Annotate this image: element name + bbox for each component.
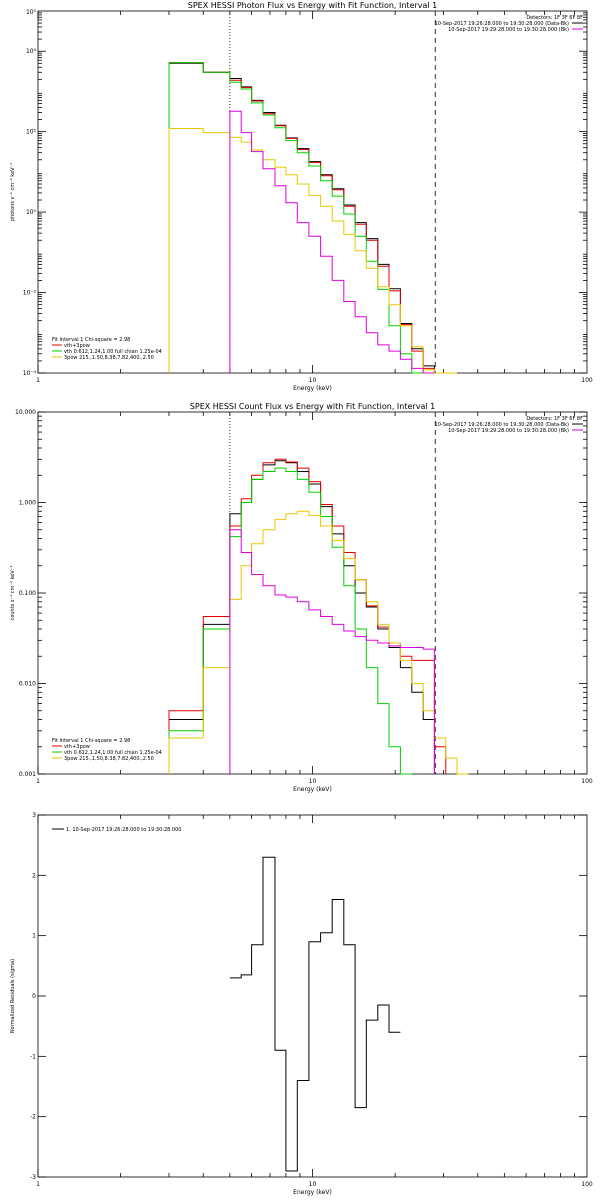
series-vth [168, 62, 446, 374]
y-tick-label: 10⁴ [26, 48, 37, 55]
y-tick-label: 0.010 [19, 681, 36, 688]
y-tick-label: 1.000 [19, 500, 36, 507]
y-tick-label: -1 [30, 1053, 36, 1060]
detectors-label: Detectors: 1F 3F 6F 8F [526, 416, 583, 422]
x-tick-label: 10 [309, 1181, 317, 1188]
x-tick-label: 100 [581, 377, 593, 384]
y-tick-label-top: 10⁵ [26, 9, 37, 16]
legend-data-label: 10-Sep-2017 19:26:28.000 to 19:30:28.000… [435, 21, 570, 27]
legend-bk-label: 10-Sep-2017 19:29:28.000 to 19:30:28.000… [448, 428, 569, 434]
legend-entry-1: vth+3pow [64, 744, 90, 750]
x-tick-label: 1 [36, 778, 40, 785]
plot-frame [37, 814, 588, 1178]
y-axis-label: Normalized Residuals (sigma) [10, 959, 16, 1033]
x-axis-label: Energy (keV) [293, 1189, 332, 1196]
y-axis-label: photons s⁻¹ cm⁻² keV⁻¹ [10, 163, 16, 221]
chart-title: SPEX HESSI Photon Flux vs Energy with Fi… [188, 1, 438, 10]
plot-frame [37, 10, 588, 374]
series-vth-3pow [168, 458, 447, 774]
detectors-label: Detectors: 1F 3F 6F 8F [526, 15, 583, 21]
chart-title: SPEX HESSI Count Flux vs Energy with Fit… [190, 402, 435, 411]
y-tick-label: -2 [30, 1114, 36, 1121]
residual-legend-label: 1. 10-Sep-2017 19:26:28.000 to 19:30:28.… [66, 827, 181, 833]
series-3pow [168, 128, 457, 374]
legend-entry-3: 3pow 215.,1.50,8.38,7.82,400.,2.50 [64, 756, 154, 762]
y-tick-label: 3 [32, 812, 36, 819]
y-tick-label: 0.001 [19, 771, 36, 778]
plot-1: SPEX HESSI Photon Flux vs Energy with Fi… [10, 1, 593, 392]
y-tick-label: 10⁻² [23, 290, 37, 297]
y-tick-label: 0 [32, 993, 36, 1000]
series-vth-3pow [168, 62, 446, 374]
y-tick-label: 10⁻⁴ [23, 370, 37, 377]
x-axis-label: Energy (keV) [293, 786, 332, 793]
y-tick-label: 0.100 [19, 590, 36, 597]
x-tick-label: 1 [36, 1181, 40, 1188]
series-bk [229, 529, 435, 774]
legend-entry-2: vth 0.612,1.24,1.00 full chian 1.25e-04 [64, 750, 162, 756]
x-tick-label: 1 [36, 377, 40, 384]
legend-bk-label: 10-Sep-2017 19:29:28.000 to 19:30:28.000… [448, 27, 569, 33]
y-tick-label: 10² [26, 129, 37, 136]
y-axis-label: counts s⁻¹ cm⁻² keV⁻¹ [10, 566, 16, 621]
x-axis-label: Energy (keV) [293, 385, 332, 392]
legend-data-label: 10-Sep-2017 19:26:28.000 to 19:30:28.000… [435, 422, 570, 428]
plot-2: SPEX HESSI Count Flux vs Energy with Fit… [10, 402, 593, 793]
plot-3: 1 10 100 Energy (keV) -3 -2 -1 0 1 2 3 Normalized R… [10, 812, 593, 1196]
x-tick-label: 100 [581, 778, 593, 785]
legend-entry-3: 3pow 215.,1.50,8.38,7.82,400.,2.50 [64, 355, 154, 361]
y-tick-label: -3 [30, 1174, 36, 1181]
legend-entry-1: vth+3pow [64, 343, 90, 349]
fit-interval-label: Fit Interval 1 Chi-square = 2.98 [52, 337, 130, 343]
y-tick-label: 1 [32, 933, 36, 940]
series-3pow [168, 510, 469, 775]
x-tick-label: 100 [581, 1181, 593, 1188]
series-data [168, 62, 446, 374]
x-tick-label: 10 [309, 377, 317, 384]
series-bk [229, 110, 435, 374]
y-tick-label: 10.000 [15, 409, 36, 416]
y-tick-label: 2 [32, 872, 36, 879]
plot-frame [37, 411, 588, 775]
y-tick-label: 10⁰ [26, 209, 37, 216]
series-1-10-sep-2017-19-26-28-000-to-19-30-28-000 [229, 856, 401, 1172]
fit-interval-label: Fit Interval 1 Chi-square = 2.98 [52, 738, 130, 744]
legend-entry-2: vth 0.612,1.24,1.00 full chian 1.25e-04 [64, 349, 162, 355]
series-data [168, 460, 435, 774]
x-tick-label: 10 [309, 778, 317, 785]
